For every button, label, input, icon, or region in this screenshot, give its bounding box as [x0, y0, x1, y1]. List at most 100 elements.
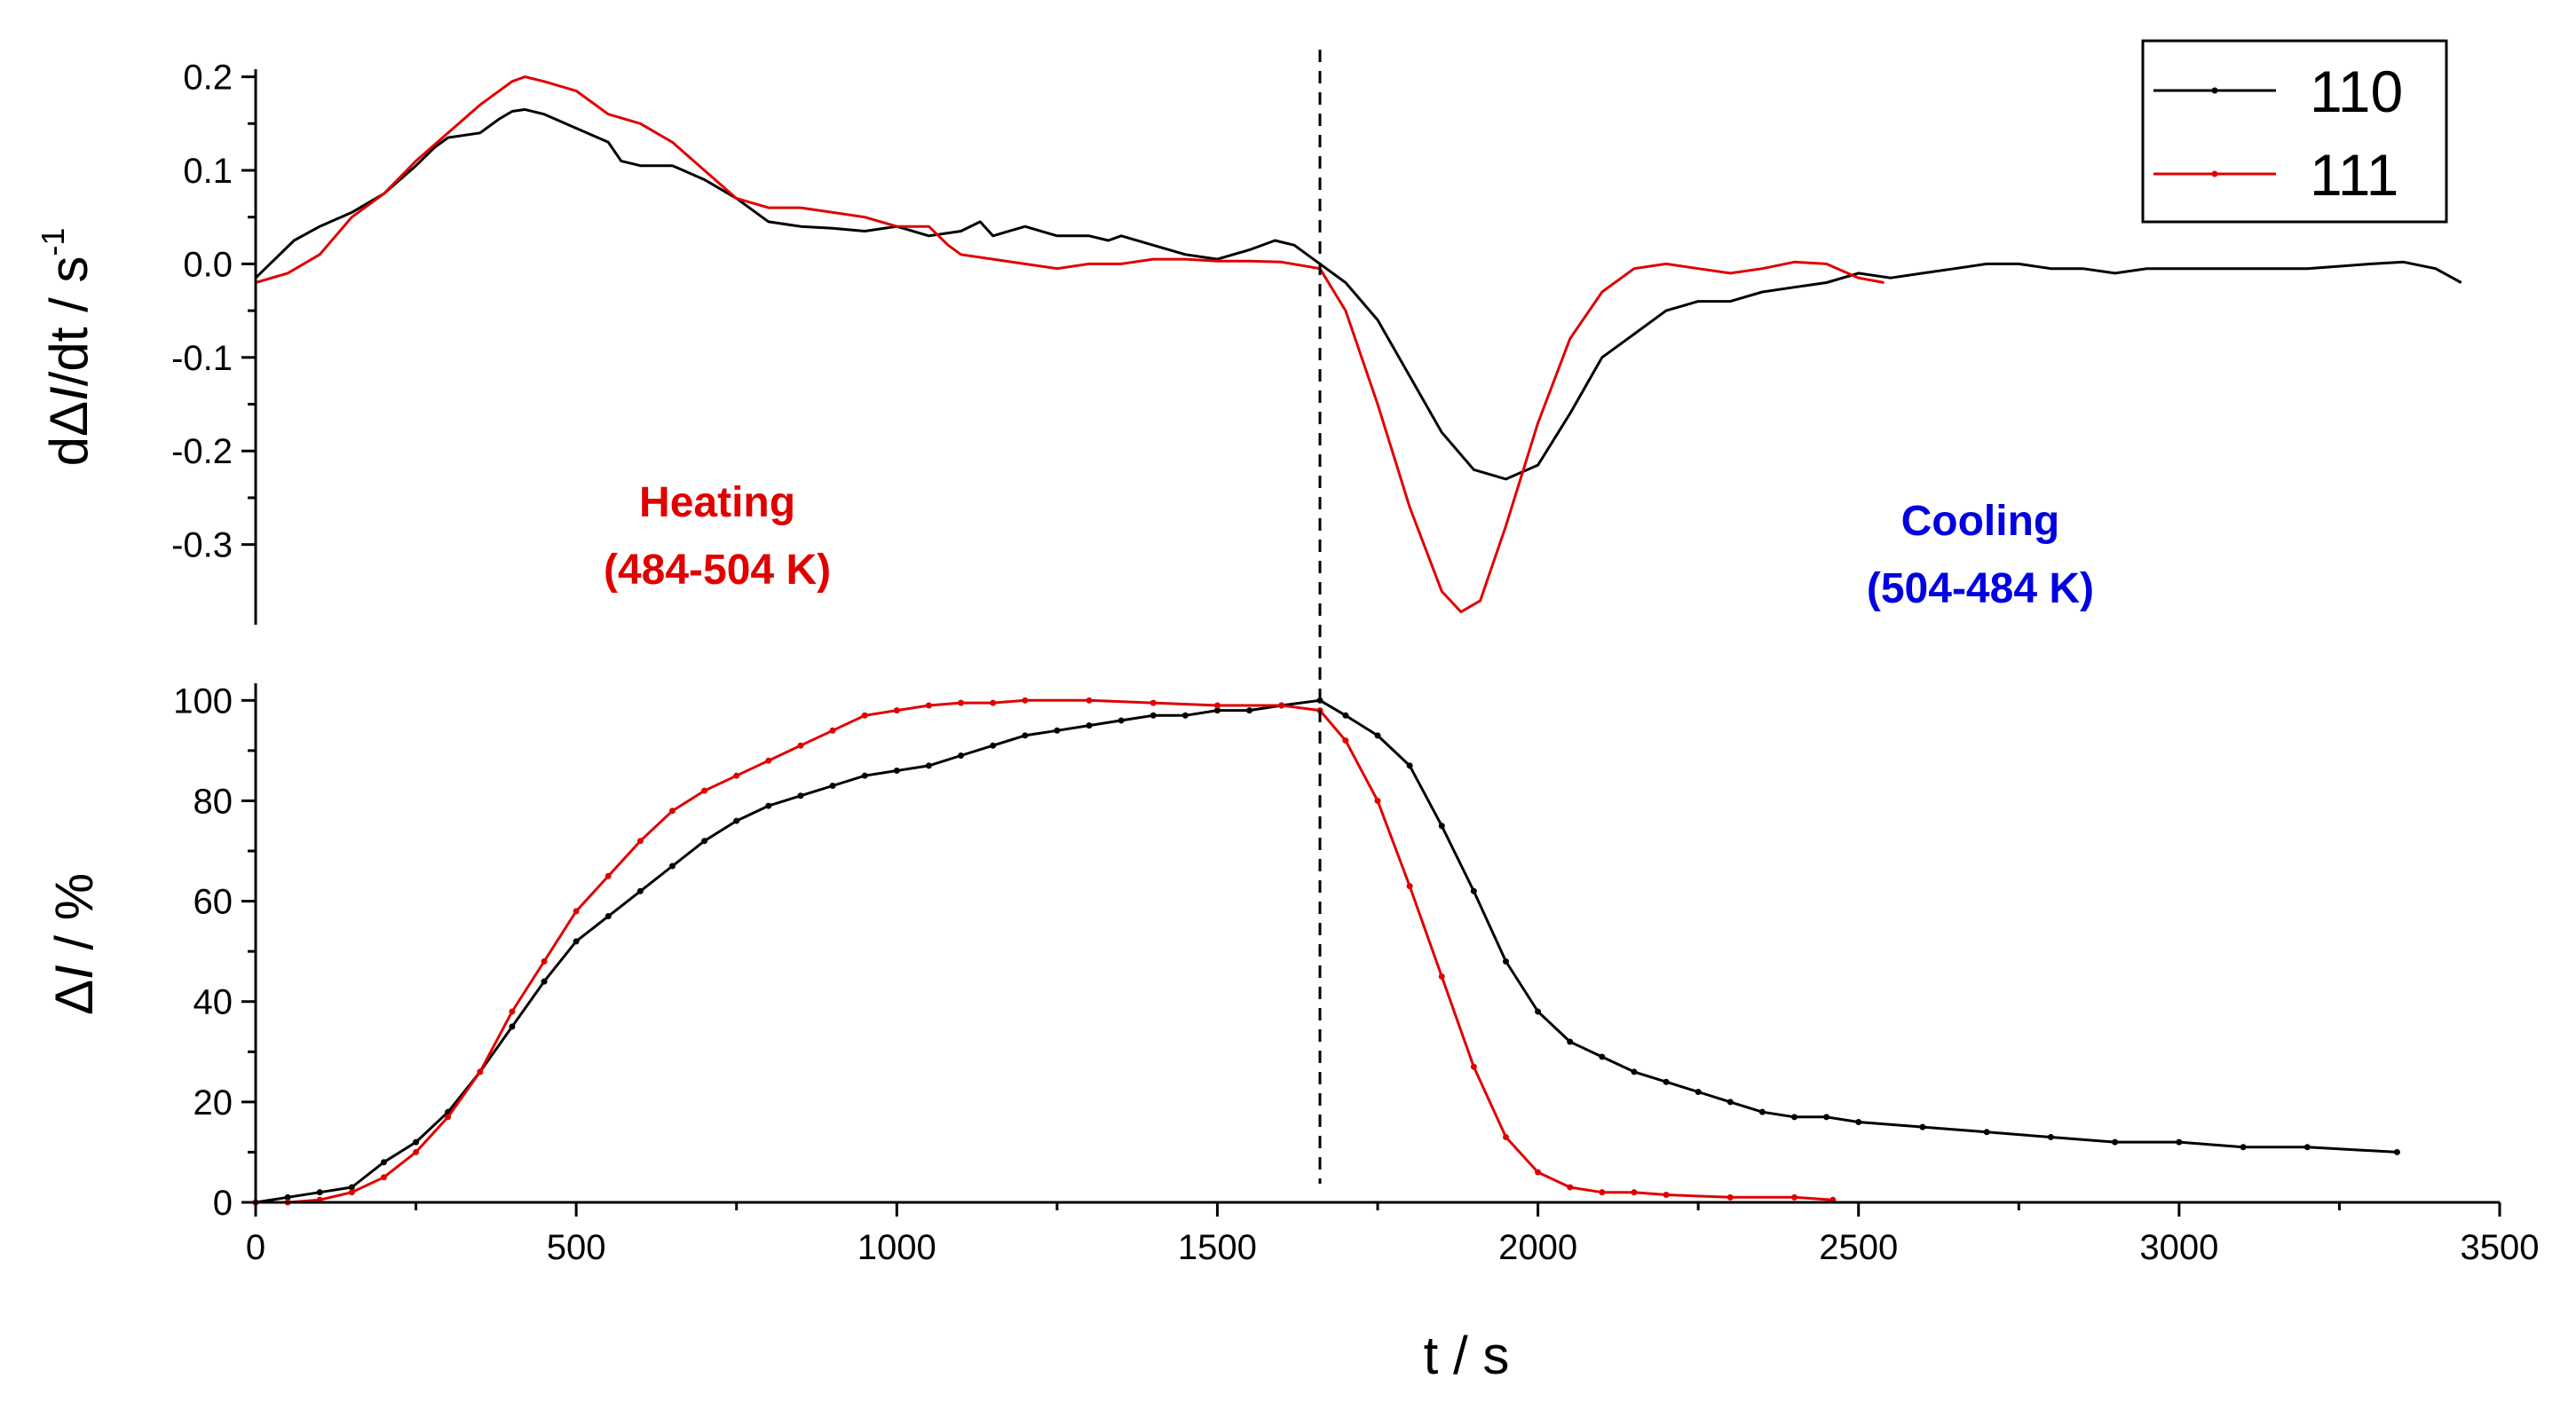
bottom-series-110-point — [1150, 712, 1157, 719]
bottom-series-110-point — [2303, 1144, 2311, 1151]
bottom-series-111-point — [1663, 1192, 1670, 1199]
bottom-series-110-point — [1567, 1038, 1574, 1045]
annotation-heating-line: (484-504 K) — [604, 547, 831, 594]
bottom-series-111-point — [573, 908, 580, 915]
bottom-series-110-point — [284, 1193, 291, 1201]
bottom-series-110-point — [2047, 1133, 2054, 1140]
bottom-series-111-point — [1599, 1189, 1606, 1196]
x-tick-label: 2500 — [1819, 1228, 1898, 1267]
bottom-series-110-point — [573, 938, 580, 945]
bottom-series-111-point — [1790, 1193, 1798, 1201]
legend-marker-111 — [2211, 170, 2218, 177]
bottom-series-110-point — [1118, 717, 1125, 724]
bottom-series-111-point — [1150, 699, 1157, 706]
bottom-series-110-point — [990, 742, 997, 749]
bottom-series-110-point — [509, 1023, 516, 1030]
bottom-series-110-point — [925, 762, 932, 769]
bottom-series-110-point — [604, 913, 612, 920]
bottom-y-axis-title-part: I — [44, 965, 104, 980]
top-y-axis-title-part: -1 — [35, 228, 71, 256]
bottom-series-110-point — [1663, 1078, 1670, 1085]
bottom-y-axis-title: ΔI / % — [44, 873, 104, 1015]
bottom-series-110-point — [829, 782, 836, 789]
bottom-series-110-point — [1727, 1099, 1734, 1106]
bottom-y-axis-title-part: / % — [44, 873, 104, 965]
top-y-axis-title-part: Δ — [39, 401, 99, 437]
bottom-series-110-point — [413, 1138, 420, 1146]
bottom-series-111-point — [668, 807, 676, 815]
bottom-series-111-point — [1022, 697, 1029, 704]
bottom-series-110-point — [1181, 712, 1189, 719]
annotation-heating-line: Heating — [639, 479, 795, 526]
bottom-series-110-point — [316, 1189, 323, 1196]
bottom-series-111-point — [1438, 973, 1445, 980]
top-y-tick-label: -0.1 — [171, 339, 233, 378]
top-y-tick-label: 0.1 — [183, 152, 233, 191]
bottom-y-tick-label: 80 — [194, 782, 233, 821]
bottom-series-110-point — [1213, 707, 1221, 714]
annotation-cooling-line: Cooling — [1901, 498, 2060, 545]
bottom-series-110-point — [1438, 823, 1445, 830]
bottom-series-111-point — [1502, 1133, 1509, 1140]
bottom-y-tick-label: 20 — [194, 1083, 233, 1122]
x-axis-title: t / s — [1424, 1326, 1510, 1385]
x-tick-label: 0 — [246, 1228, 265, 1267]
bottom-series-110-point — [1535, 1008, 1542, 1015]
bottom-series-111-point — [477, 1068, 484, 1075]
top-y-tick-label: -0.2 — [171, 432, 233, 471]
top-series-110-line — [254, 107, 2462, 481]
bottom-series-110-point — [1631, 1068, 1638, 1075]
x-tick-label: 3000 — [2139, 1228, 2218, 1267]
bottom-series-110-point — [1695, 1089, 1702, 1096]
bottom-series-110-point — [636, 887, 644, 894]
bottom-series-110-point — [348, 1184, 355, 1191]
bottom-series-111-point — [1342, 737, 1349, 744]
x-tick-label: 1000 — [857, 1228, 936, 1267]
bottom-y-tick-label: 40 — [194, 983, 233, 1022]
bottom-series-110-point — [701, 838, 708, 845]
bottom-series-110-point — [668, 863, 676, 870]
bottom-series-110-point — [733, 817, 740, 824]
bottom-y-axis-title-part: Δ — [44, 980, 104, 1015]
bottom-series-111-point — [541, 957, 548, 965]
bottom-series-111-point — [445, 1114, 452, 1121]
bottom-series-110-point — [1855, 1118, 1862, 1125]
bottom-series-111-point — [509, 1008, 516, 1015]
top-series-111-line — [255, 75, 1885, 614]
bottom-series-111-point — [861, 712, 868, 719]
bottom-series-111-point — [1535, 1169, 1542, 1176]
bottom-series-111-point — [1374, 797, 1381, 804]
bottom-series-110-point — [1470, 887, 1477, 894]
bottom-series-111-point — [1406, 883, 1413, 890]
top-y-axis-title-part: d — [39, 437, 99, 466]
bottom-series-110-point — [958, 752, 965, 760]
legend-marker-110 — [2211, 87, 2218, 94]
bottom-series-111-point — [1213, 702, 1221, 709]
x-tick-label: 500 — [547, 1228, 606, 1267]
x-tick-label: 1500 — [1178, 1228, 1257, 1267]
bottom-series-111-point — [893, 707, 900, 714]
bottom-series-110-point — [2176, 1138, 2183, 1146]
top-y-axis-title-part: /dt / s — [39, 256, 99, 387]
bottom-series-111-point — [1567, 1184, 1574, 1191]
bottom-series-111-point — [380, 1174, 387, 1181]
top-y-axis-title-part: I — [39, 386, 99, 401]
bottom-series-110-line — [255, 698, 2398, 1204]
bottom-series-110-point — [861, 772, 868, 779]
bottom-series-110-point — [1406, 762, 1413, 769]
top-y-tick-label: 0.2 — [183, 59, 233, 98]
bottom-series-111-point — [733, 772, 740, 779]
bottom-series-110-point — [1758, 1108, 1766, 1115]
legend-label-111: 111 — [2310, 142, 2398, 208]
bottom-y-tick-label: 100 — [173, 681, 233, 721]
bottom-series-110-point — [380, 1159, 387, 1166]
bottom-series-111-point — [1086, 697, 1093, 704]
bottom-series-110-point — [1374, 732, 1381, 739]
bottom-series-110-point — [797, 792, 804, 800]
bottom-y-tick-label: 60 — [194, 883, 233, 922]
bottom-series-110-point — [2112, 1138, 2119, 1146]
bottom-series-111-point — [1278, 702, 1285, 709]
bottom-series-110-point — [1086, 722, 1093, 729]
bottom-series-110-point — [1790, 1114, 1798, 1121]
